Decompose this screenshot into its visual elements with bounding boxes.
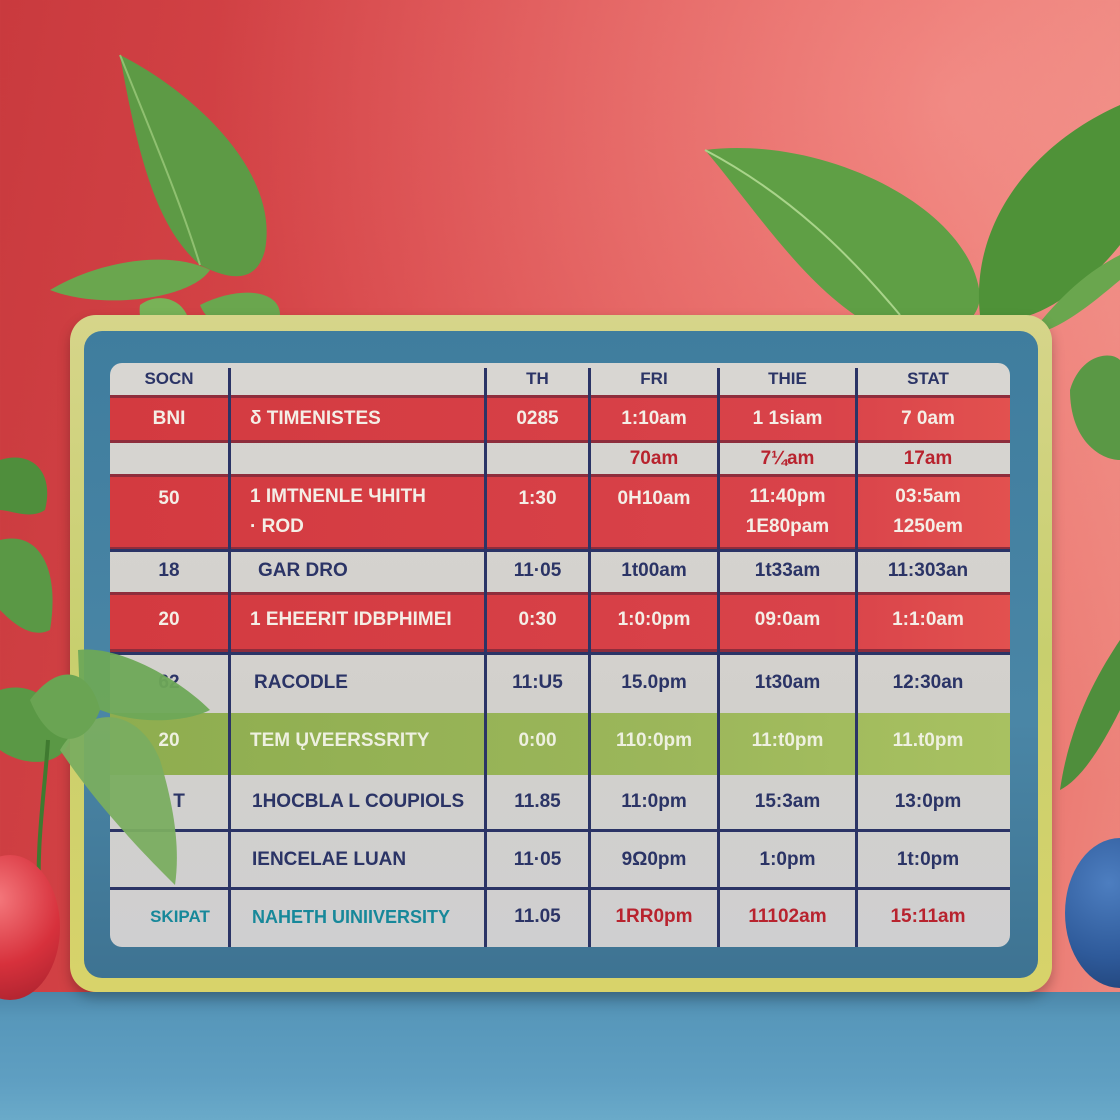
row3-th: 1:30 — [518, 488, 557, 509]
row8-th: 11.85 — [514, 791, 561, 812]
row-divider — [110, 887, 1010, 890]
row-bg-1 — [110, 395, 1010, 443]
row3-stat-line2: 1250em — [893, 516, 963, 537]
column-header-thie: THIE — [768, 369, 807, 388]
row6-thie: 1t30am — [754, 671, 821, 693]
row7-th: 0:00 — [518, 730, 557, 751]
row6-fri: 15.0pm — [621, 671, 687, 693]
row8-fri: 11:0pm — [621, 791, 687, 812]
column-header-stat: STAT — [907, 369, 949, 388]
column-header-name — [231, 363, 484, 395]
row5-fri: 1:0:0pm — [617, 609, 691, 630]
row8-thie: 15:3am — [754, 791, 821, 812]
row1-name: δ TIMENISTES — [250, 408, 381, 429]
row5-stat: 1:1:0am — [892, 609, 964, 630]
plant-leaves-top-left-icon — [50, 54, 280, 341]
row8-code: T — [173, 791, 185, 812]
row7-fri: 110:0pm — [615, 730, 693, 751]
row3-thie-line2: 1E80pam — [745, 516, 830, 537]
column-header-code: SOCN — [144, 369, 194, 388]
row4-stat: 11:303an — [887, 560, 969, 581]
column-divider — [228, 368, 231, 947]
row5-name: 1 EHEERIT IDBPHIMEI — [250, 609, 452, 630]
row5-code: 20 — [158, 609, 180, 630]
row3-stat-line1: 03:5am — [895, 486, 961, 507]
row-divider — [110, 652, 1010, 655]
row3-stat: 03:5am 1250em — [858, 474, 998, 550]
plant-leaves-right-icon — [1060, 355, 1120, 790]
row9-name: IENCELAE LUAN — [252, 848, 407, 870]
row3-thie-line1: 11:40pm — [749, 486, 826, 507]
row7-stat: 11.t0pm — [892, 730, 964, 751]
row6-name: RACODLE — [254, 671, 348, 693]
row4-th: 11·05 — [513, 560, 562, 581]
row3-code: 50 — [158, 488, 180, 509]
row10-code: SKIPAT — [150, 907, 210, 926]
floor-surface — [0, 992, 1120, 1120]
row1-th: 0285 — [516, 408, 559, 429]
row5-th: 0:30 — [518, 609, 557, 630]
row3-thie: 11:40pm 1E80pam — [720, 474, 855, 550]
row4-code: 18 — [158, 560, 180, 581]
row2-thie: 7¼am — [760, 447, 815, 469]
row1-fri: 1:10am — [621, 408, 687, 429]
row7-name: TEM ŲVEERSSRITY — [250, 730, 430, 751]
schedule-board: SOCN TH FRI THIE STAT BNI δ TIMENISTES 0… — [110, 363, 1010, 947]
row2-stat: 17am — [903, 447, 953, 469]
column-header-fri: FRI — [640, 369, 668, 388]
row9-stat: 1t:0pm — [896, 848, 960, 870]
plant-leaves-top-right-icon — [704, 105, 1120, 337]
column-divider — [588, 368, 591, 947]
row3-name-line2: · ROD — [250, 516, 304, 537]
row10-stat: 15:11am — [890, 906, 966, 927]
plant-leaves-left-icon — [0, 457, 210, 911]
row3-name-line1: 1 IMTNENLE ЧHITH — [250, 486, 426, 507]
row9-th: 11·05 — [513, 848, 562, 870]
column-divider — [855, 368, 858, 947]
row1-stat: 7 0am — [901, 408, 955, 429]
row10-thie: 11102am — [748, 906, 827, 927]
row7-thie: 11:t0pm — [751, 730, 824, 751]
row2-fri: 70am — [629, 447, 679, 469]
row9-thie: 1:0pm — [759, 848, 816, 870]
row8-name: 1HOCBLA L COUPIOLS — [252, 791, 465, 812]
row7-code: 20 — [158, 730, 180, 751]
row-bg-5 — [110, 592, 1010, 652]
column-divider — [717, 368, 720, 947]
column-divider — [484, 368, 487, 947]
row1-thie: 1 1siam — [752, 408, 823, 429]
row-divider — [110, 829, 1010, 832]
row-divider — [110, 549, 1010, 552]
row3-fri: 0H10am — [617, 488, 691, 509]
row4-fri: 1t00am — [621, 560, 687, 581]
row1-code: BNI — [152, 408, 186, 429]
row10-fri: 1RR0pm — [615, 906, 693, 927]
row-bg-7 — [110, 713, 1010, 775]
row10-name: NAHETH UINIIVERSITY — [252, 906, 451, 927]
row4-thie: 1t33am — [754, 560, 821, 581]
row-bg-3 — [110, 474, 1010, 550]
row10-th: 11.05 — [514, 906, 561, 927]
row6-th: 11:U5 — [512, 671, 563, 693]
row3-name: 1 IMTNENLE ЧHITH · ROD — [250, 474, 484, 550]
row8-stat: 13:0pm — [894, 791, 962, 812]
row6-stat: 12:30an — [892, 671, 964, 693]
row9-fri: 9Ω0pm — [621, 848, 687, 870]
column-header-th: TH — [526, 369, 549, 388]
row5-thie: 09:0am — [754, 609, 821, 630]
row4-name: GAR DRO — [258, 560, 348, 581]
